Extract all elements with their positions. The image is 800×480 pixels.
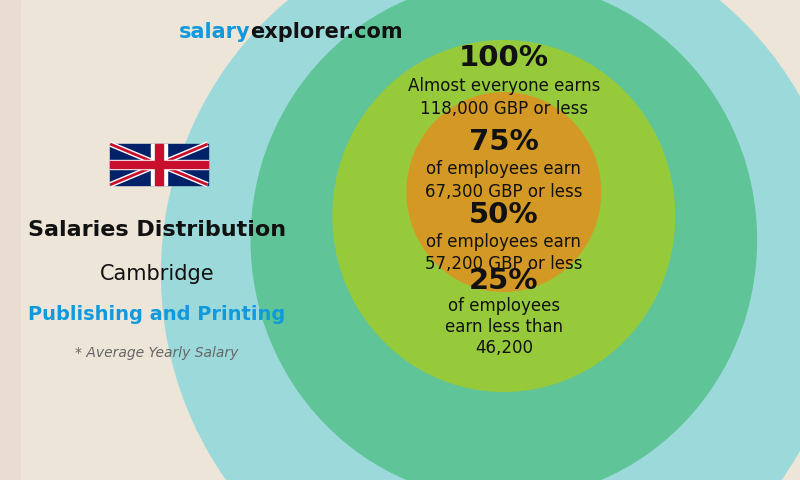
Text: 100%: 100%: [459, 44, 549, 72]
Text: 25%: 25%: [469, 267, 538, 295]
Text: explorer.com: explorer.com: [250, 22, 403, 42]
Bar: [151, 144, 166, 185]
Text: 50%: 50%: [469, 201, 538, 229]
Text: of employees: of employees: [448, 297, 560, 315]
Ellipse shape: [161, 0, 800, 480]
Bar: [110, 144, 208, 185]
Text: salary: salary: [179, 22, 250, 42]
Text: 46,200: 46,200: [475, 339, 533, 358]
Text: 118,000 GBP or less: 118,000 GBP or less: [420, 100, 588, 119]
Bar: [110, 161, 208, 168]
Bar: [110, 159, 208, 169]
Text: 57,200 GBP or less: 57,200 GBP or less: [425, 255, 582, 273]
Text: * Average Yearly Salary: * Average Yearly Salary: [75, 346, 238, 360]
Text: of employees earn: of employees earn: [426, 233, 582, 251]
Text: of employees earn: of employees earn: [426, 160, 582, 178]
Text: Cambridge: Cambridge: [100, 264, 214, 284]
Ellipse shape: [332, 40, 675, 392]
Text: Publishing and Printing: Publishing and Printing: [28, 305, 286, 324]
Bar: [154, 144, 163, 185]
Text: Salaries Distribution: Salaries Distribution: [28, 220, 286, 240]
Text: Almost everyone earns: Almost everyone earns: [408, 77, 600, 96]
Text: 75%: 75%: [469, 128, 538, 156]
Ellipse shape: [250, 0, 757, 480]
Ellipse shape: [406, 92, 602, 292]
Text: 67,300 GBP or less: 67,300 GBP or less: [425, 183, 582, 201]
Text: earn less than: earn less than: [445, 318, 563, 336]
